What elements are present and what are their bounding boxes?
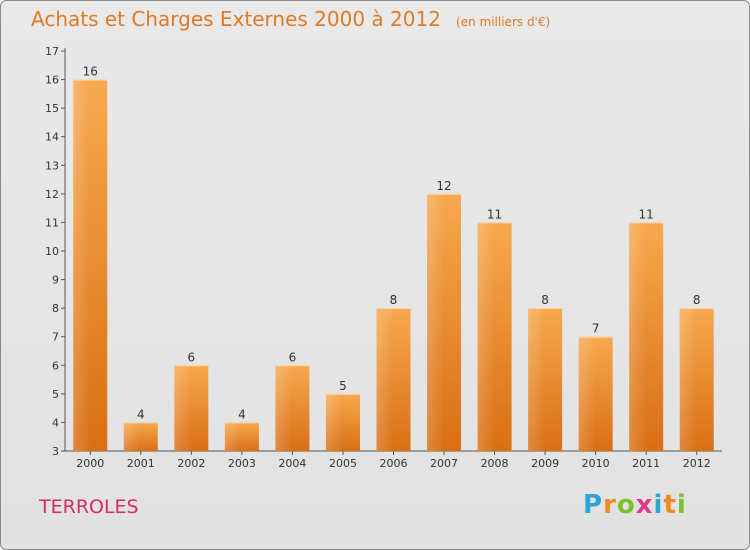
x-tick-label: 2006	[380, 457, 408, 470]
bar-highlight	[73, 79, 91, 452]
y-tick-label: 10	[45, 245, 59, 258]
y-tick-label: 6	[52, 359, 59, 372]
x-tick-label: 2002	[177, 457, 205, 470]
x-tick-label: 2012	[683, 457, 711, 470]
logo-letter: x	[635, 490, 654, 520]
location-label: TERROLES	[39, 496, 139, 518]
y-tick-label: 5	[52, 388, 59, 401]
y-tick-label: 7	[52, 331, 59, 344]
y-tick-label: 12	[45, 188, 59, 201]
y-tick-label: 13	[45, 159, 59, 172]
x-tick-label: 2003	[228, 457, 256, 470]
logo-letter: i	[676, 490, 687, 520]
axes: 3 4 5 6 7 8 9 10 11 12 13 14 15 16 17 2000 2001 2002 2003 2…	[45, 45, 722, 470]
proxiti-logo: Proxiti	[583, 490, 687, 520]
logo-letter: P	[583, 490, 604, 520]
bar-highlight	[578, 336, 596, 451]
bar-value-label: 5	[339, 379, 347, 393]
bar-highlight	[477, 222, 495, 451]
bar-value-label: 11	[487, 207, 502, 221]
logo-letter: o	[616, 490, 636, 520]
bar-highlight	[376, 308, 394, 451]
bar-value-label: 4	[238, 407, 246, 421]
y-tick-label: 16	[45, 74, 59, 87]
bar-value-label: 6	[289, 350, 297, 364]
bar-value-label: 16	[83, 65, 98, 79]
x-tick-label: 2005	[329, 457, 357, 470]
bar-value-label: 8	[541, 293, 549, 307]
bar-value-label: 7	[592, 322, 600, 336]
bar-highlight	[224, 422, 242, 451]
y-tick-label: 15	[45, 102, 59, 115]
bar-highlight	[325, 393, 343, 451]
chart-header: Achats et Charges Externes 2000 à 2012 (…	[31, 7, 550, 31]
bars: 16 4 6 4 6 5 8 12 11 8 7 11 8	[73, 65, 714, 452]
bar-value-label: 8	[693, 293, 701, 307]
y-tick-label: 3	[52, 445, 59, 458]
x-tick-label: 2010	[582, 457, 610, 470]
bar-highlight	[174, 365, 192, 451]
bar-highlight	[679, 308, 697, 451]
x-tick-label: 2000	[76, 457, 104, 470]
chart-title: Achats et Charges Externes 2000 à 2012	[31, 7, 441, 31]
chart-subtitle: (en milliers d'€)	[456, 15, 551, 29]
x-tick-label: 2004	[278, 457, 306, 470]
bar-value-label: 4	[137, 407, 145, 421]
bar-highlight	[427, 193, 445, 451]
bar-value-label: 8	[390, 293, 398, 307]
bar-highlight	[123, 422, 141, 451]
bar-value-label: 12	[436, 179, 451, 193]
y-tick-label: 11	[45, 216, 59, 229]
y-tick-label: 9	[52, 274, 59, 287]
x-tick-label: 2011	[632, 457, 660, 470]
bar-highlight	[528, 308, 546, 451]
bar-highlight	[629, 222, 647, 451]
x-tick-label: 2008	[481, 457, 509, 470]
y-tick-label: 17	[45, 45, 59, 58]
logo-letter: t	[663, 490, 677, 520]
y-tick-label: 14	[45, 131, 59, 144]
bar-value-label: 6	[188, 350, 196, 364]
x-tick-label: 2001	[127, 457, 155, 470]
x-tick-label: 2007	[430, 457, 458, 470]
logo-letter: r	[603, 490, 617, 520]
bar-highlight	[275, 365, 293, 451]
bar-value-label: 11	[639, 207, 654, 221]
y-tick-label: 4	[52, 416, 59, 429]
logo-letter: i	[653, 490, 664, 520]
y-tick-label: 8	[52, 302, 59, 315]
x-tick-label: 2009	[531, 457, 559, 470]
